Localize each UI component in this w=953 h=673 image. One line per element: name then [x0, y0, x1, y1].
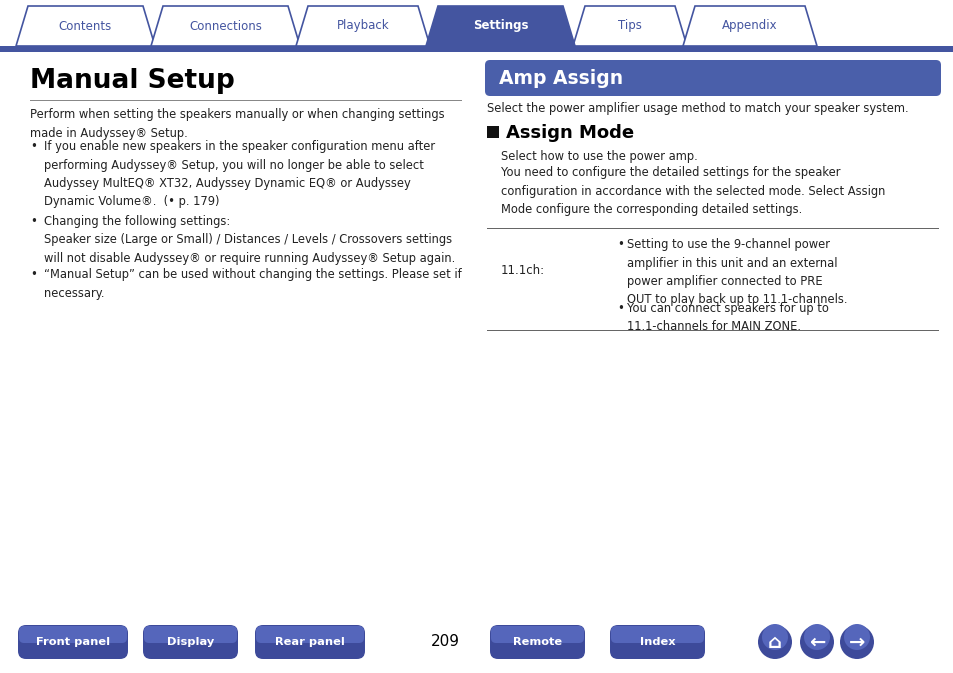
Polygon shape — [426, 6, 575, 46]
Text: You need to configure the detailed settings for the speaker
configuration in acc: You need to configure the detailed setti… — [500, 166, 884, 216]
Circle shape — [758, 625, 791, 659]
Text: “Manual Setup” can be used without changing the settings. Please set if
necessar: “Manual Setup” can be used without chang… — [44, 268, 461, 299]
Text: Front panel: Front panel — [36, 637, 110, 647]
Text: Perform when setting the speakers manually or when changing settings
made in Aud: Perform when setting the speakers manual… — [30, 108, 444, 139]
Text: Connections: Connections — [189, 20, 262, 32]
FancyBboxPatch shape — [143, 625, 237, 659]
FancyBboxPatch shape — [18, 625, 128, 659]
Polygon shape — [16, 6, 154, 46]
Text: Remote: Remote — [513, 637, 561, 647]
Text: ←: ← — [808, 633, 824, 651]
Text: 209: 209 — [430, 635, 459, 649]
Text: Appendix: Appendix — [721, 20, 777, 32]
FancyBboxPatch shape — [254, 625, 365, 659]
Text: Changing the following settings:
Speaker size (Large or Small) / Distances / Lev: Changing the following settings: Speaker… — [44, 215, 455, 265]
Text: ⌂: ⌂ — [767, 633, 781, 651]
Text: •: • — [30, 268, 37, 281]
FancyBboxPatch shape — [484, 60, 940, 96]
Text: →: → — [848, 633, 864, 651]
Text: You can connect speakers for up to
11.1-channels for MAIN ZONE.: You can connect speakers for up to 11.1-… — [626, 302, 828, 334]
Text: If you enable new speakers in the speaker configuration menu after
performing Au: If you enable new speakers in the speake… — [44, 140, 435, 209]
Polygon shape — [682, 6, 816, 46]
Circle shape — [843, 624, 869, 650]
FancyBboxPatch shape — [490, 625, 584, 659]
Text: Rear panel: Rear panel — [274, 637, 345, 647]
Text: Setting to use the 9-channel power
amplifier in this unit and an external
power : Setting to use the 9-channel power ampli… — [626, 238, 846, 306]
Text: Manual Setup: Manual Setup — [30, 68, 234, 94]
Text: Select how to use the power amp.: Select how to use the power amp. — [500, 150, 697, 163]
Text: Tips: Tips — [618, 20, 641, 32]
Bar — [486, 330, 938, 331]
FancyBboxPatch shape — [491, 626, 583, 643]
Bar — [0, 46, 953, 52]
FancyBboxPatch shape — [144, 626, 236, 643]
Text: 11.1ch:: 11.1ch: — [500, 264, 544, 277]
Text: •: • — [30, 215, 37, 228]
Polygon shape — [151, 6, 299, 46]
Circle shape — [800, 625, 833, 659]
Text: Index: Index — [639, 637, 675, 647]
Bar — [30, 100, 461, 101]
Text: Amp Assign: Amp Assign — [498, 69, 622, 87]
Circle shape — [803, 624, 829, 650]
FancyBboxPatch shape — [255, 626, 364, 643]
Polygon shape — [573, 6, 686, 46]
Circle shape — [761, 624, 787, 650]
Bar — [486, 126, 498, 138]
Bar — [486, 228, 938, 229]
Text: Contents: Contents — [59, 20, 112, 32]
FancyBboxPatch shape — [610, 626, 703, 643]
Text: •: • — [617, 238, 623, 251]
Text: Display: Display — [167, 637, 213, 647]
Text: •: • — [30, 140, 37, 153]
Text: •: • — [617, 302, 623, 315]
Text: Assign Mode: Assign Mode — [505, 124, 634, 142]
Polygon shape — [295, 6, 430, 46]
FancyBboxPatch shape — [609, 625, 704, 659]
Text: Settings: Settings — [473, 20, 528, 32]
Circle shape — [840, 625, 873, 659]
Text: Playback: Playback — [336, 20, 389, 32]
FancyBboxPatch shape — [19, 626, 127, 643]
Text: Select the power amplifier usage method to match your speaker system.: Select the power amplifier usage method … — [486, 102, 907, 115]
